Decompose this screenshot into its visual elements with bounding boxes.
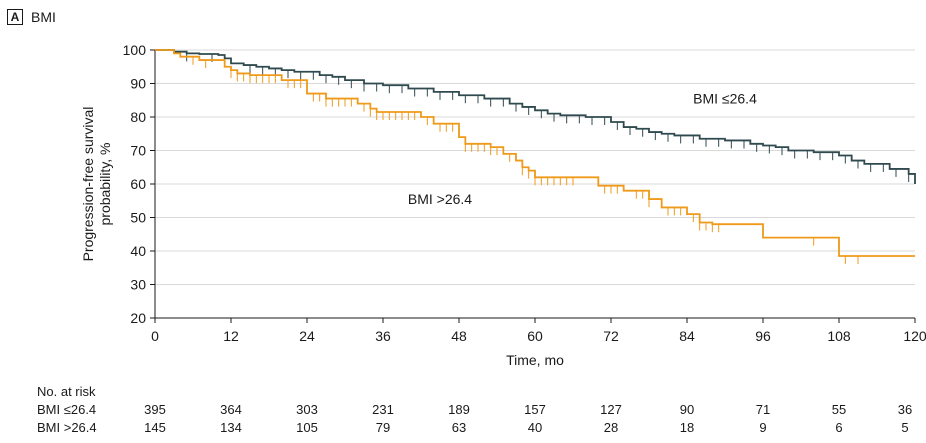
y-tick-label: 50 (130, 210, 146, 226)
panel-title: BMI (31, 9, 56, 25)
x-tick-label: 120 (903, 328, 926, 344)
y-tick-label: 60 (130, 176, 146, 192)
y-tick-label: 90 (130, 76, 146, 92)
x-tick-label: 12 (223, 328, 239, 344)
x-tick-label: 72 (603, 328, 619, 344)
panel-header: A BMI (7, 7, 56, 27)
x-tick-label: 96 (755, 328, 771, 344)
series-annotation-0: BMI ≤26.4 (693, 91, 757, 107)
series-line-bmi-high (155, 49, 915, 257)
x-axis-label: Time, mo (506, 352, 564, 368)
series-annotation-1: BMI >26.4 (408, 191, 472, 207)
x-tick-label: 24 (299, 328, 315, 344)
x-tick-label: 48 (451, 328, 467, 344)
y-axis-label: Progression-free survivalprobability, % (80, 107, 113, 262)
y-tick-label: 20 (130, 310, 146, 326)
x-tick-label: 60 (527, 328, 543, 344)
y-tick-label: 70 (130, 143, 146, 159)
x-tick-label: 84 (679, 328, 695, 344)
y-tick-label: 30 (130, 277, 146, 293)
x-tick-label: 0 (151, 328, 159, 344)
series-line-bmi-low (155, 49, 916, 184)
panel-letter: A (7, 9, 23, 25)
y-tick-label: 40 (130, 243, 146, 259)
x-tick-label: 36 (375, 328, 391, 344)
y-tick-label: 100 (123, 42, 147, 58)
y-tick-label: 80 (130, 109, 146, 125)
x-tick-label: 108 (827, 328, 851, 344)
